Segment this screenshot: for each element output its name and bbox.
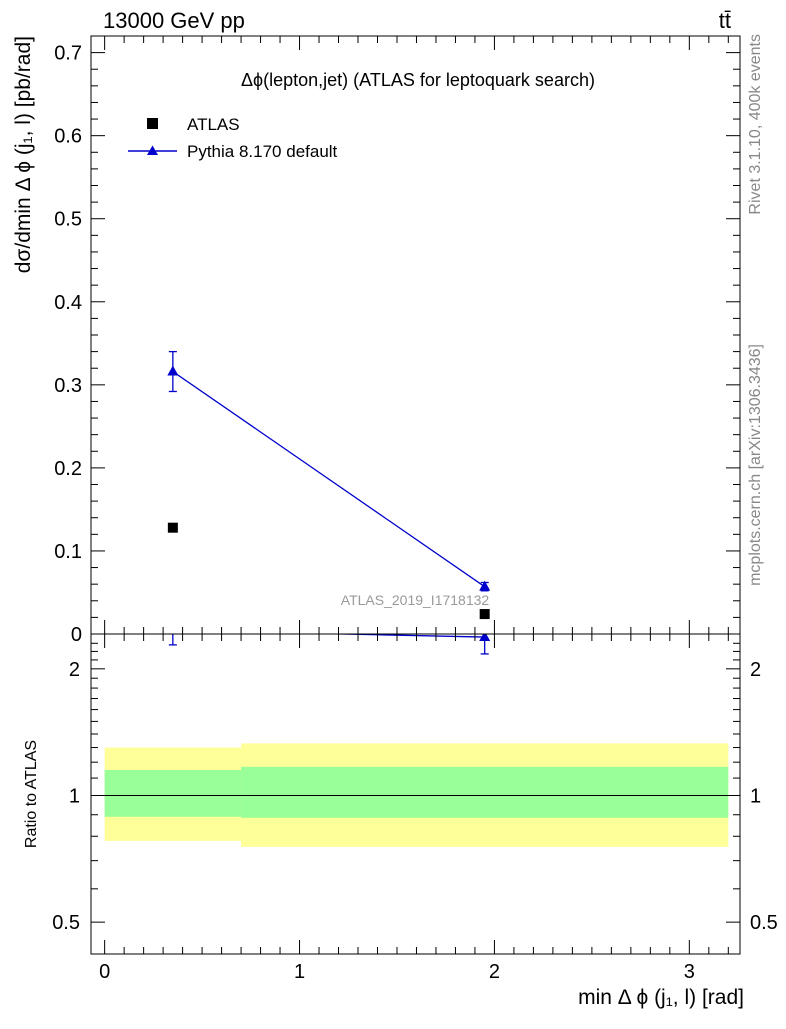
x-axis-label: min Δ ϕ (j₁, l) [rad]: [578, 986, 744, 1009]
main-plot-area: [167, 350, 491, 620]
ratio-band-inner-0: [104, 769, 242, 817]
x-tick-label: 1: [294, 961, 305, 983]
mc-point-0: [167, 365, 179, 376]
atlas-data-point-0: [167, 522, 178, 533]
mcplots-label: mcplots.cern.ch [arXiv:1306.3436]: [747, 344, 764, 586]
ratio-panel: 0 1 2 3 0.5 0.5 1 1 2 2 Ratio to ATLAS min Δ ϕ (j…: [23, 633, 778, 1009]
ratio-mc-point-1: [479, 634, 491, 642]
main-axes: 0 0.1 0.2 0.3 0.4 0.5 0.6 0.7: [54, 35, 741, 646]
main-y-tick-label: 0.5: [54, 209, 82, 231]
main-y-tick-label: 0.1: [54, 541, 82, 563]
ratio-axes: 0 1 2 3 0.5 0.5 1 1 2 2: [52, 633, 778, 983]
ratio-mc-point-0: [167, 634, 179, 635]
rivet-label: Rivet 3.1.10, 400k events: [747, 34, 764, 215]
ratio-frame: [90, 633, 741, 955]
main-y-axis-label: dσ/dmin Δ ϕ (j₁, l) [pb/rad]: [12, 36, 35, 273]
analysis-watermark: ATLAS_2019_I1718132: [341, 592, 490, 608]
main-y-tick-label: 0.4: [54, 292, 82, 314]
main-panel: Δϕ(lepton,jet) (ATLAS for leptoquark sea…: [12, 35, 741, 646]
atlas-data-point-1: [479, 609, 490, 620]
ratio-y-tick-label-left: 1: [69, 785, 80, 807]
ratio-y-tick-label-right: 1: [750, 785, 761, 807]
main-title: Δϕ(lepton,jet) (ATLAS for leptoquark sea…: [241, 70, 595, 90]
x-tick-label: 2: [489, 961, 500, 983]
legend-marker-pythia: [147, 145, 158, 155]
main-y-tick-label: 0.2: [54, 458, 82, 480]
legend: ATLAS Pythia 8.170 default: [128, 115, 338, 161]
ratio-plot-area: [91, 634, 740, 847]
main-y-tick-label: 0.3: [54, 375, 82, 397]
energy-label: 13000 GeV pp: [103, 8, 245, 33]
legend-marker-atlas: [147, 118, 158, 129]
main-y-tick-label: 0: [71, 624, 82, 646]
ratio-mc-line: [314, 634, 485, 638]
main-y-tick-label: 0.6: [54, 126, 82, 148]
main-y-tick-label: 0.7: [54, 43, 82, 65]
process-label: tt̄: [719, 8, 731, 33]
ratio-y-axis-label: Ratio to ATLAS: [23, 740, 40, 848]
ratio-band-inner-1: [241, 766, 729, 818]
legend-label-atlas: ATLAS: [187, 115, 240, 134]
ratio-y-tick-label-right: 0.5: [750, 912, 778, 934]
mc-point-1: [479, 580, 491, 591]
ratio-y-tick-label-right: 2: [750, 659, 761, 681]
legend-label-pythia: Pythia 8.170 default: [187, 142, 338, 161]
mc-series-line: [172, 371, 486, 588]
x-tick-label: 0: [99, 961, 110, 983]
ratio-y-tick-label-left: 0.5: [52, 912, 80, 934]
x-tick-label: 3: [684, 961, 695, 983]
ratio-y-tick-label-left: 2: [69, 659, 80, 681]
